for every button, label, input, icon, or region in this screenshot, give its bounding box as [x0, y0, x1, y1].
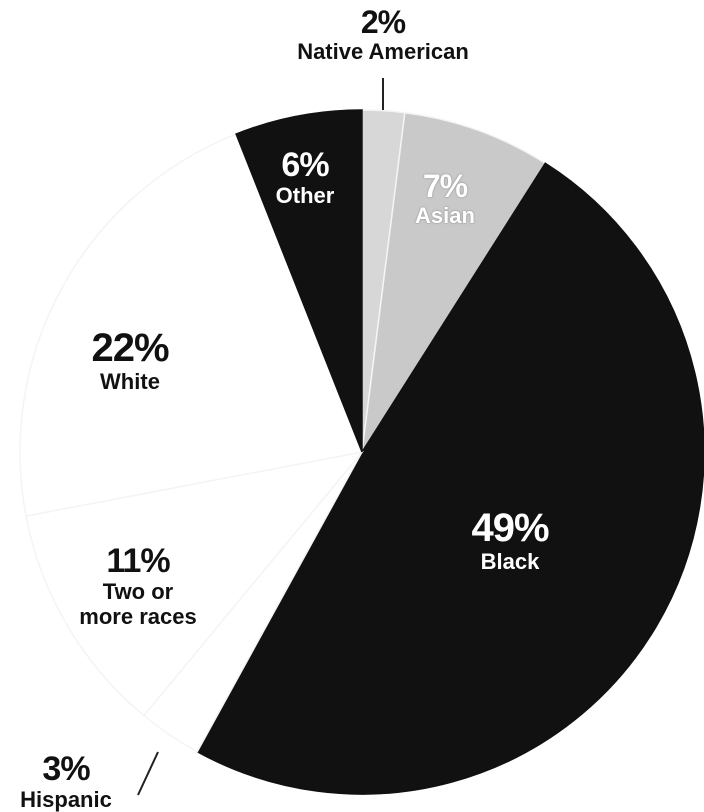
- cat-asian: Asian: [415, 203, 475, 228]
- hispanic-leader-line: [137, 751, 159, 796]
- pct-white: 22%: [91, 326, 169, 370]
- label-two-or-more-races: 11% Two or more races: [48, 544, 228, 628]
- label-white: 22% White: [70, 328, 190, 393]
- pct-asian: 7%: [422, 168, 468, 204]
- cat-black: Black: [480, 549, 540, 574]
- pct-black: 49%: [471, 506, 549, 550]
- cat-hispanic: Hispanic: [20, 787, 112, 812]
- cat-white: White: [100, 369, 160, 394]
- pct-two-or-more-races: 11%: [106, 542, 170, 580]
- label-black: 49% Black: [430, 508, 590, 573]
- pie-slice-other: [235, 109, 363, 453]
- pie-slice-white: [19, 133, 364, 517]
- label-hispanic: 3% Hispanic: [0, 752, 132, 811]
- label-other: 6% Other: [255, 148, 355, 207]
- pct-hispanic: 3%: [42, 750, 90, 788]
- label-asian: 7% Asian: [395, 170, 495, 227]
- label-native-american: 2% Native American: [253, 6, 513, 63]
- pie-slice-two-or-more-races: [25, 450, 364, 717]
- pie-slice-black: [196, 162, 704, 795]
- pct-native-american: 2%: [360, 4, 406, 40]
- cat-native-american: Native American: [297, 39, 469, 64]
- pct-other: 6%: [281, 146, 329, 184]
- cat-two-or-more-races-line2: more races: [79, 604, 197, 630]
- cat-other: Other: [275, 183, 335, 208]
- pie-slice-asian: [361, 111, 547, 453]
- cat-two-or-more-races-line1: Two or: [102, 579, 174, 604]
